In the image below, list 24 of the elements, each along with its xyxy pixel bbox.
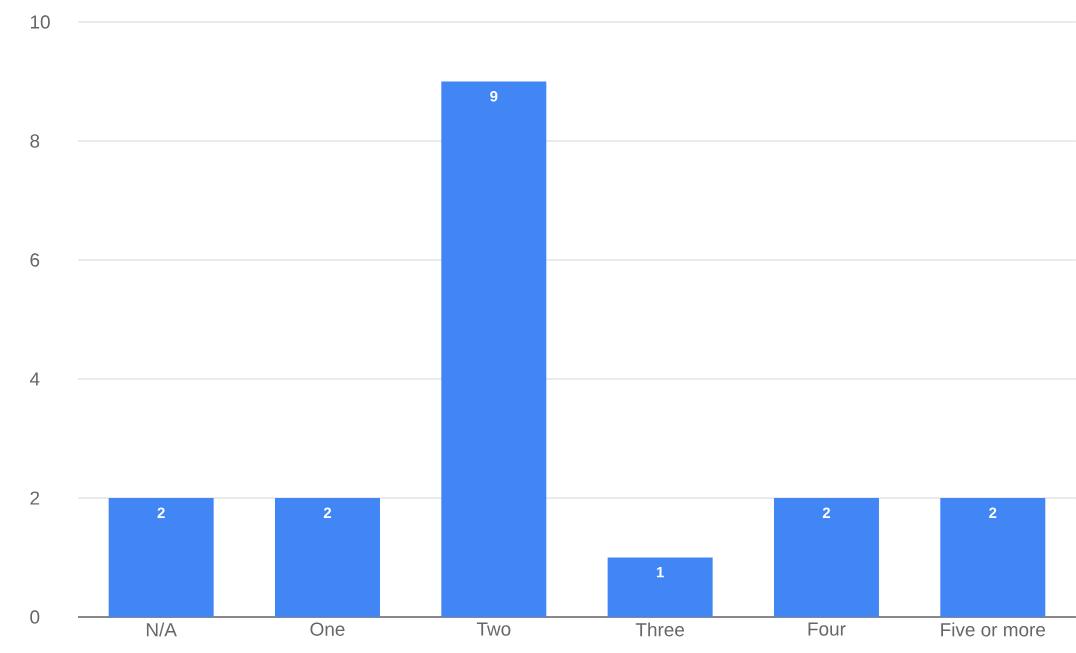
bar [940,498,1046,617]
x-tick-label: Five or more [941,622,1046,637]
x-tick-label: N/A [146,622,177,637]
y-tick-label: 2 [30,491,40,505]
data-label: 9 [490,91,498,102]
data-label: 1 [656,567,664,578]
data-label: 2 [323,507,332,518]
y-tick-label: 0 [30,610,40,624]
bar [607,557,713,617]
x-tick-label: Four [808,622,846,636]
y-tick-label: 10 [30,15,50,29]
y-tick-label: 8 [30,134,40,148]
bar [773,498,879,617]
y-tick-label: 6 [30,253,40,267]
data-label: 2 [822,507,831,518]
x-tick-label: Two [476,622,511,636]
data-label: 2 [989,507,997,518]
bar [108,498,214,617]
y-tick-label: 4 [29,372,40,386]
x-tick-label: Three [635,622,685,637]
bar [274,498,380,617]
data-label: 2 [157,507,165,518]
bar [441,81,547,617]
x-tick-label: One [310,622,345,636]
